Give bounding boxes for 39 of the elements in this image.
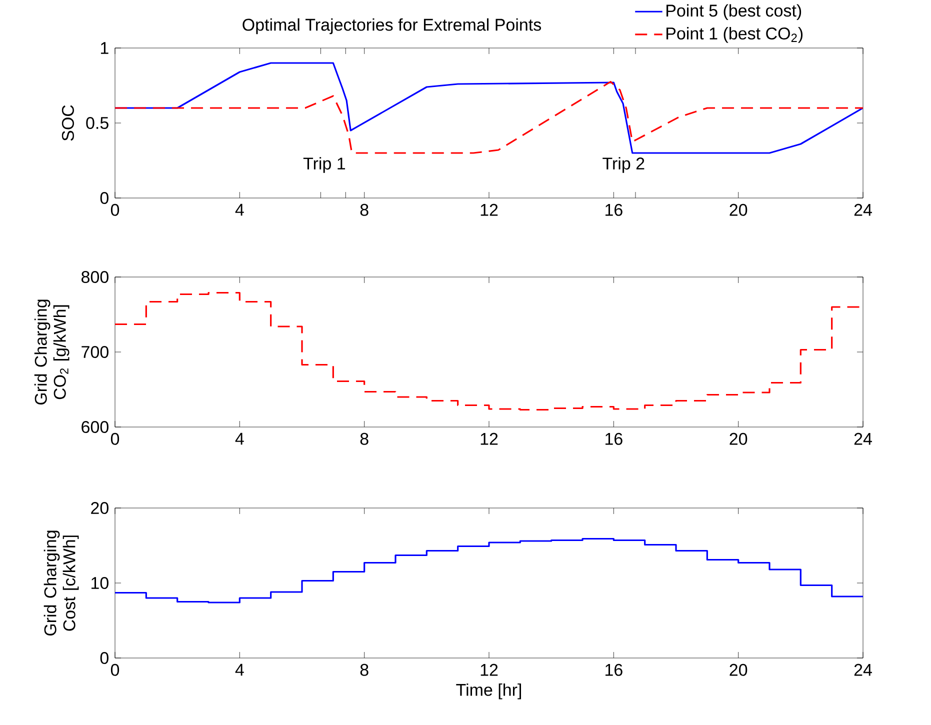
y-tick-label: 1 (100, 42, 108, 54)
y-tick-label: 600 (82, 420, 108, 434)
y-tick-label: 0.5 (86, 116, 108, 130)
x-tick-label: 16 (606, 664, 622, 676)
y-tick-label: 0 (100, 192, 108, 204)
y-tick-label: 800 (82, 270, 108, 284)
y-axis-title: Grid Charging Cost [c/kWh] (44, 530, 79, 636)
x-tick-label: 0 (110, 432, 120, 445)
x-tick-label: 24 (854, 204, 872, 216)
x-tick-label: 24 (854, 664, 872, 676)
legend-label: Point 5 (best cost) (666, 4, 802, 20)
y-tick-label: 700 (82, 346, 108, 358)
x-tick-label: 16 (606, 432, 622, 445)
x-tick-label: 4 (235, 664, 244, 676)
x-tick-label: 20 (730, 432, 748, 445)
line-series (115, 80, 864, 154)
x-tick-label: 8 (360, 664, 368, 676)
x-tick-label: 12 (480, 204, 498, 216)
x-axis-title: Time [hr] (456, 683, 521, 700)
x-tick-label: 4 (235, 204, 244, 216)
y-tick-label: 20 (91, 502, 108, 514)
x-tick-label: 12 (480, 664, 498, 676)
chart-title: Optimal Trajectories for Extremal Points (242, 18, 542, 34)
x-tick-label: 16 (606, 204, 622, 216)
x-tick-label: 20 (730, 204, 748, 216)
x-tick-label: 8 (360, 432, 368, 445)
x-tick-label: 12 (480, 432, 498, 445)
annotation: Trip 1 (303, 157, 346, 173)
annotation: Trip 2 (602, 157, 644, 173)
x-tick-label: 0 (110, 204, 120, 216)
x-tick-label: 24 (854, 432, 872, 445)
y-axis-title: SOC (62, 105, 74, 141)
x-tick-label: 20 (730, 664, 748, 676)
x-tick-label: 0 (110, 664, 120, 676)
x-tick-label: 8 (360, 204, 368, 216)
y-tick-label: 10 (92, 576, 108, 590)
y-tick-label: 0 (100, 652, 108, 664)
legend-label: Point 1 (best CO$_{2}$) (666, 27, 803, 43)
x-tick-label: 4 (235, 432, 244, 445)
